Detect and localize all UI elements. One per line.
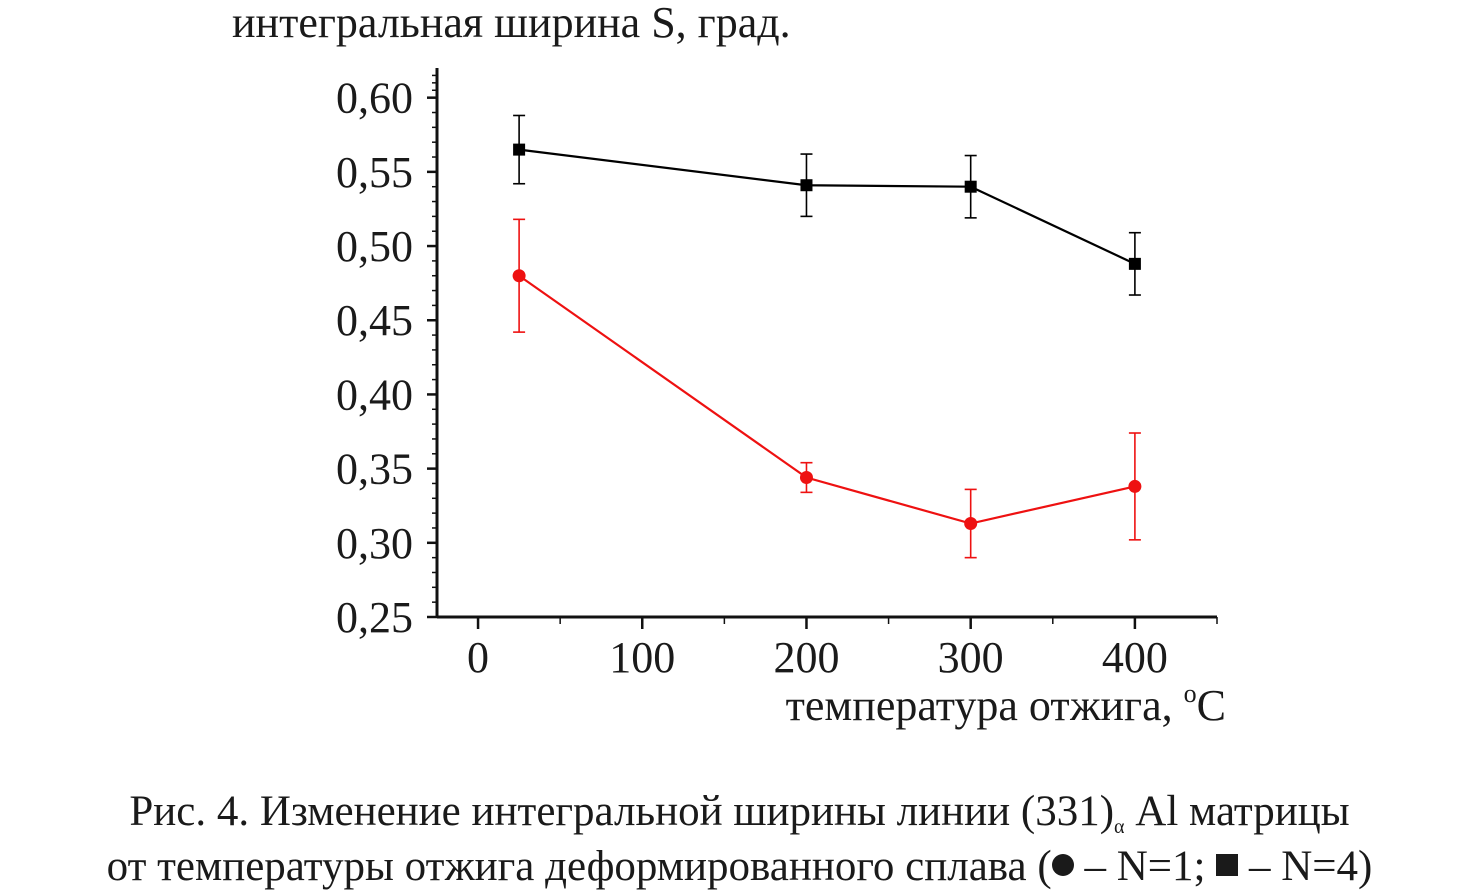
data-point-circle xyxy=(964,517,978,531)
data-point-square xyxy=(1128,257,1141,270)
y-tick-label: 0,40 xyxy=(336,370,413,419)
series-line xyxy=(518,148,1136,265)
data-point-circle xyxy=(512,269,526,283)
y-tick-label: 0,55 xyxy=(336,148,413,197)
x-ticks: 0 100 200 300 400 xyxy=(467,617,1218,682)
caption-text-1: Рис. 4. Изменение интегральной ширины ли… xyxy=(129,788,1115,835)
y-axis-label: интегральная ширина S, град. xyxy=(232,0,791,47)
x-tick-label: 100 xyxy=(609,633,675,682)
x-tick-label: 200 xyxy=(773,633,839,682)
x-tick-label: 300 xyxy=(938,633,1004,682)
caption-square-label: – N=4) xyxy=(1238,843,1373,890)
y-tick-label: 0,50 xyxy=(336,222,413,271)
figure-caption-line-1: Рис. 4. Изменение интегральной ширины ли… xyxy=(0,785,1479,854)
series-line xyxy=(518,274,1136,525)
caption-text-1-end: Al матрицы xyxy=(1124,788,1350,835)
series-layer xyxy=(512,114,1142,559)
data-point-square xyxy=(513,143,526,156)
square-marker-icon xyxy=(1216,854,1239,876)
series-square xyxy=(513,114,1141,296)
x-axis-label: температура отжига, oC xyxy=(786,679,1226,730)
data-point-square xyxy=(964,180,977,193)
y-tick-label: 0,35 xyxy=(336,445,413,494)
x-axis-unit-sup: o xyxy=(1184,679,1197,708)
figure-caption-line-2: от температуры отжига деформированного с… xyxy=(0,840,1479,894)
data-point-square xyxy=(800,179,813,192)
x-axis-unit: C xyxy=(1197,681,1226,730)
y-tick-label: 0,60 xyxy=(336,74,413,123)
circle-marker-icon xyxy=(1051,854,1074,876)
y-tick-label: 0,30 xyxy=(336,519,413,568)
y-ticks: 0,25 0,30 0,35 0,40 0,45 0,50 0,55 0,60 xyxy=(336,74,437,642)
axes xyxy=(435,68,1217,619)
series-circle xyxy=(512,218,1142,559)
x-axis-label-text: температура отжига, xyxy=(786,681,1184,730)
data-point-circle xyxy=(1128,479,1142,493)
chart: интегральная ширина S, град. 0,25 0,30 0,3… xyxy=(232,0,1226,730)
data-point-circle xyxy=(799,471,813,485)
x-tick-label: 400 xyxy=(1102,633,1168,682)
x-tick-label: 0 xyxy=(467,633,489,682)
caption-subscript: α xyxy=(1114,816,1125,838)
caption-text-2: от температуры отжига деформированного с… xyxy=(106,843,1052,890)
y-tick-label: 0,25 xyxy=(336,593,413,642)
y-tick-label: 0,45 xyxy=(336,296,413,345)
caption-circle-label: – N=1; xyxy=(1073,843,1217,890)
